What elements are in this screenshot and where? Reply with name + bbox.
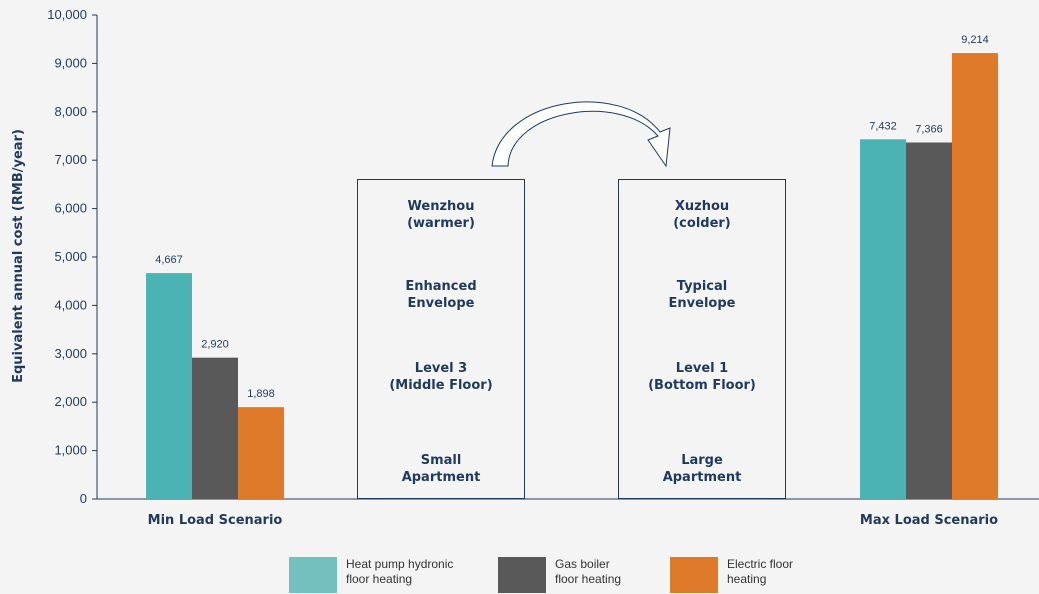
scenario-attribute: Large Apartment (662, 453, 742, 485)
bar-value-label: 7,366 (915, 123, 943, 135)
y-tick-label: 5,000 (54, 249, 87, 264)
legend-item-heat-pump: Heat pump hydronic floor heating (289, 557, 476, 593)
bar-value-label: 1,898 (247, 388, 275, 400)
scenario-attribute: Xuzhou (colder) (673, 199, 731, 231)
legend-item-gas-boiler: Gas boiler floor heating (498, 557, 685, 593)
bar-value-label: 7,432 (869, 120, 897, 132)
bar-value-label: 2,920 (201, 339, 229, 351)
scenario-box-max: Xuzhou (colder) Typical Envelope Level 1 (… (618, 179, 786, 499)
legend-swatch (670, 557, 718, 593)
scenario-attribute: Typical Envelope (668, 279, 736, 311)
y-tick-label: 10,000 (47, 7, 87, 22)
legend-swatch (498, 557, 546, 593)
y-tick-label: 7,000 (54, 152, 87, 167)
y-tick-label: 4,000 (54, 297, 87, 312)
curved-arrow-icon (491, 101, 671, 168)
bar (952, 53, 998, 500)
y-tick-label: 8,000 (54, 104, 87, 119)
y-tick-label: 1,000 (54, 443, 87, 458)
y-tick-label: 9,000 (54, 55, 87, 70)
legend: Heat pump hydronic floor heating Gas boi… (0, 557, 1039, 593)
legend-label: Gas boiler floor heating (555, 557, 622, 586)
scenario-attribute: Enhanced Envelope (405, 279, 477, 311)
bar (192, 357, 238, 499)
legend-swatch (289, 557, 337, 593)
y-tick-label: 0 (80, 491, 87, 506)
x-category-label: Min Load Scenario (148, 513, 283, 528)
scenario-box-min: Wenzhou (warmer) Enhanced Envelope Level 3… (357, 179, 525, 499)
legend-item-electric: Electric floor heating (670, 557, 857, 593)
transition-arrow (491, 101, 671, 168)
y-tick-label: 6,000 (54, 201, 87, 216)
y-tick-label: 2,000 (54, 394, 87, 409)
legend-label: Heat pump hydronic floor heating (346, 557, 454, 586)
y-tick-label: 3,000 (54, 346, 87, 361)
legend-label: Electric floor heating (727, 557, 794, 586)
scenario-attribute: Level 1 (Bottom Floor) (648, 361, 756, 393)
scenario-attribute: Small Apartment (401, 453, 481, 485)
x-category-label: Max Load Scenario (860, 513, 998, 528)
scenario-attribute: Level 3 (Middle Floor) (389, 361, 493, 393)
bar (860, 139, 906, 499)
scenario-attribute: Wenzhou (warmer) (407, 199, 475, 231)
bar (906, 142, 952, 499)
bar (238, 407, 284, 499)
bar-value-label: 4,667 (155, 254, 183, 266)
bar (146, 273, 192, 499)
bar-value-label: 9,214 (961, 34, 989, 46)
y-axis-label: Equivalent annual cost (RMB/year) (11, 129, 26, 383)
